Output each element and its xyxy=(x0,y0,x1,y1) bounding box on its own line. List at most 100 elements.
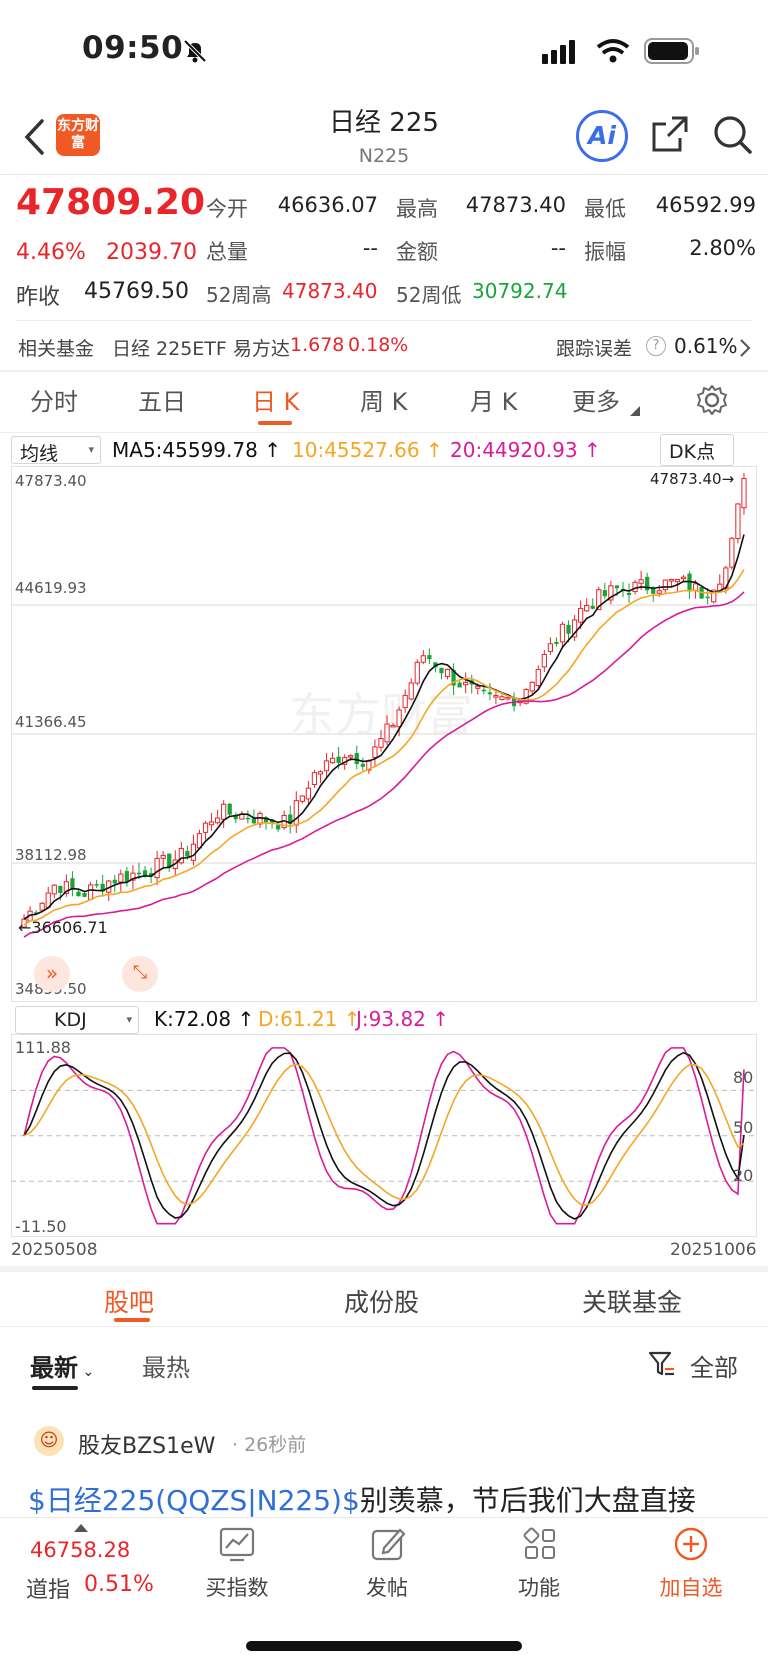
candle-body xyxy=(263,817,269,823)
candle-body xyxy=(451,669,456,686)
candle-body xyxy=(541,653,547,668)
candle-body xyxy=(596,589,602,611)
dow-pct[interactable]: 0.51% xyxy=(84,1572,154,1597)
candle-body xyxy=(608,585,614,601)
w52-low-value: 30792.74 xyxy=(472,279,568,303)
ma-selector[interactable]: 均线 ▾ xyxy=(11,436,101,465)
user-avatar[interactable]: ☺ xyxy=(34,1426,64,1456)
add-watchlist-button[interactable]: 加自选 xyxy=(648,1524,734,1604)
candle-body xyxy=(584,605,590,612)
kdj-level-50: 50 xyxy=(733,1118,754,1137)
fund-price: 1.678 xyxy=(290,334,345,356)
low-label: 最低 xyxy=(584,197,626,221)
feed-tab-latest[interactable]: 最新 ⌄ xyxy=(30,1354,95,1382)
dow-price[interactable]: 46758.28 xyxy=(30,1538,131,1562)
candle-body xyxy=(63,881,69,894)
candle-body xyxy=(408,682,414,700)
bell-muted-icon xyxy=(183,39,207,63)
volume-value: -- xyxy=(362,236,378,260)
tab-daily-k[interactable]: 日 K xyxy=(252,388,300,416)
w52-high-label: 52周高 xyxy=(206,283,272,307)
prev-close-label: 昨收 xyxy=(16,285,61,310)
amount-value: -- xyxy=(550,236,566,260)
functions-button[interactable]: 功能 xyxy=(498,1524,580,1604)
post-stock-link[interactable]: $日经225(QQZS|N225)$ xyxy=(28,1484,360,1517)
share-icon[interactable] xyxy=(650,114,690,154)
fund-name: 日经 225ETF 易方达 xyxy=(112,338,290,360)
bottom-toolbar xyxy=(0,1517,768,1665)
post-time: · 26秒前 xyxy=(232,1434,307,1456)
candle-body xyxy=(439,667,444,674)
ai-assistant-button[interactable]: Ai xyxy=(576,110,628,162)
fullscreen-icon[interactable]: ⤡ xyxy=(122,956,158,992)
settings-gear-icon[interactable] xyxy=(696,384,728,416)
back-icon[interactable] xyxy=(22,118,48,156)
post-username[interactable]: 股友BZS1eW xyxy=(78,1434,216,1459)
edit-icon xyxy=(371,1528,406,1561)
fund-pct: 0.18% xyxy=(348,334,409,356)
ma-selector-label: 均线 xyxy=(20,443,59,465)
app-logo: 东方财富 xyxy=(56,114,100,156)
tab-intraday[interactable]: 分时 xyxy=(30,388,78,416)
kdj-axis-bottom: -11.50 xyxy=(15,1217,67,1236)
cellular-signal-icon xyxy=(542,40,575,64)
candle-body xyxy=(202,822,209,833)
tab-more[interactable]: 更多 xyxy=(572,388,620,416)
expand-left-icon[interactable]: » xyxy=(34,956,70,992)
post-content[interactable]: $日经225(QQZS|N225)$别羡慕，节后我们大盘直接 xyxy=(28,1479,768,1519)
amplitude-label: 振幅 xyxy=(584,240,626,264)
tab-weekly-k[interactable]: 周 K xyxy=(360,388,408,416)
candle-body xyxy=(481,689,486,692)
search-icon[interactable] xyxy=(712,114,754,156)
candle-body xyxy=(729,537,735,568)
volume-label: 总量 xyxy=(206,240,248,264)
post-button[interactable]: 发帖 xyxy=(346,1524,428,1604)
tab-forum[interactable]: 股吧 xyxy=(104,1288,155,1317)
candle-body xyxy=(118,873,124,883)
candle-body xyxy=(348,755,354,758)
candle-body xyxy=(167,853,172,869)
candle-body xyxy=(329,757,336,764)
candle-body xyxy=(87,884,94,900)
candle-body xyxy=(711,589,717,603)
candle-body xyxy=(444,668,451,677)
dow-label[interactable]: 道指 xyxy=(26,1578,71,1603)
wifi-icon xyxy=(596,39,630,63)
ma20-value: 20:44920.93 ↑ xyxy=(450,438,601,462)
tab-monthly-k[interactable]: 月 K xyxy=(470,388,518,416)
candle-body xyxy=(578,607,584,623)
candle-body xyxy=(51,884,57,895)
candle-body xyxy=(130,872,136,881)
kdj-d-value: D:61.21 ↑ xyxy=(258,1007,361,1031)
filter-all[interactable]: 全部 xyxy=(690,1354,738,1382)
tab-constituents[interactable]: 成份股 xyxy=(344,1288,420,1317)
candle-body xyxy=(317,771,324,775)
candle-body xyxy=(602,590,607,597)
related-fund-row[interactable]: 相关基金 日经 225ETF 易方达 1.678 0.18% 跟踪误差 ? 0.… xyxy=(0,322,768,368)
tab-five-day[interactable]: 五日 xyxy=(138,388,186,416)
chevron-right-icon xyxy=(740,339,751,357)
candle-body xyxy=(336,756,341,763)
candle-body xyxy=(136,872,142,875)
feed-tab-hot[interactable]: 最热 xyxy=(142,1354,190,1382)
kline-plot: 东方财富 xyxy=(11,472,757,938)
candle-body xyxy=(360,763,365,767)
candle-body xyxy=(34,912,39,914)
expand-up-icon[interactable] xyxy=(74,1522,88,1532)
candle-body xyxy=(651,587,656,594)
candle-body xyxy=(390,724,396,728)
indicator-selector[interactable]: KDJ ▾ xyxy=(15,1006,139,1034)
help-icon[interactable]: ? xyxy=(646,336,666,356)
candle-body xyxy=(70,878,75,890)
change-amount: 2039.70 xyxy=(106,240,197,265)
filter-icon[interactable] xyxy=(648,1350,676,1378)
candle-body xyxy=(535,668,541,687)
candle-body xyxy=(221,803,227,820)
dk-point-button[interactable]: DK点 xyxy=(660,434,734,466)
kdj-plot xyxy=(11,1047,757,1225)
buy-index-button[interactable]: 买指数 xyxy=(196,1524,278,1604)
candle-body xyxy=(493,695,499,698)
tab-related-funds[interactable]: 关联基金 xyxy=(582,1288,683,1317)
candle-body xyxy=(645,576,650,591)
candle-body xyxy=(58,885,63,893)
